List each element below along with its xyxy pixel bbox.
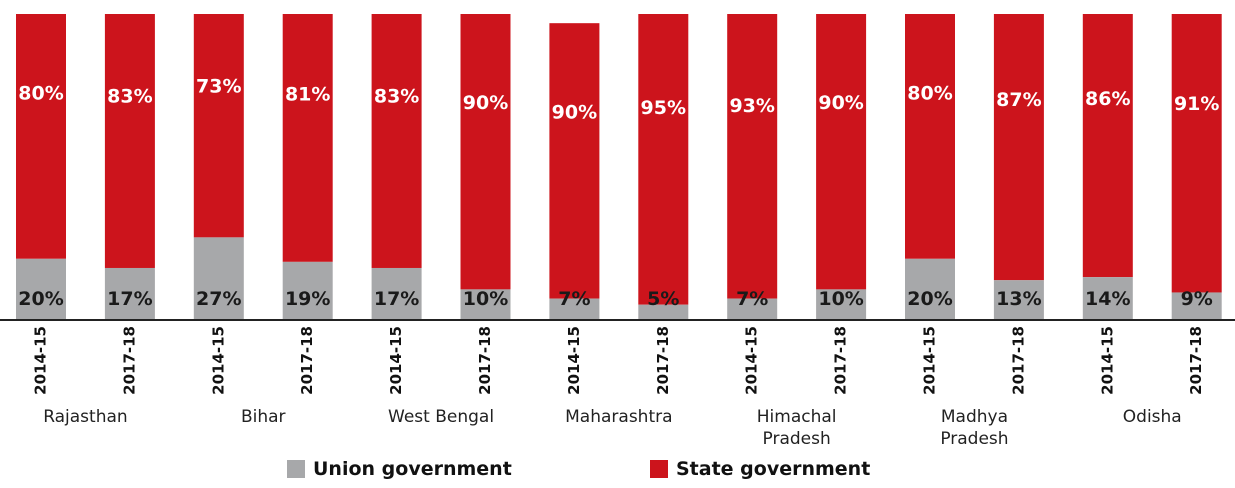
stacked-bar-chart: 80% 20% 2014-15 83% 17% 2017-18 73% 27% 2014-15 8… xyxy=(0,14,1235,449)
state-bar-segment xyxy=(905,14,955,259)
state-value-label: 83% xyxy=(107,85,152,107)
state-value-label: 80% xyxy=(907,82,952,104)
union-bar-segment xyxy=(193,237,244,320)
union-value-label: 7% xyxy=(558,288,590,310)
year-tick-label: 2014-15 xyxy=(387,326,405,395)
state-bar-segment xyxy=(16,14,66,259)
state-bar-segment xyxy=(816,14,867,290)
union-bar-segment xyxy=(1171,292,1222,320)
state-bar-segment xyxy=(193,14,244,238)
union-value-label: 5% xyxy=(647,288,679,310)
state-value-label: 90% xyxy=(463,92,508,114)
year-tick-label: 2014-15 xyxy=(565,326,583,395)
state-bar-segment xyxy=(104,14,155,268)
union-value-label: 20% xyxy=(18,288,63,310)
state-value-label: 90% xyxy=(552,101,597,123)
union-bar-segment xyxy=(727,298,778,320)
union-value-label: 13% xyxy=(996,288,1041,310)
state-value-label: 86% xyxy=(1085,88,1130,110)
chart-legend: Union government State government xyxy=(0,458,1235,486)
state-value-label: 83% xyxy=(374,85,419,107)
union-bar-segment xyxy=(371,267,422,320)
union-bar-segment xyxy=(16,258,66,320)
year-tick-label: 2014-15 xyxy=(921,326,939,395)
year-tick-label: 2014-15 xyxy=(743,326,761,395)
legend-item-union: Union government xyxy=(287,458,512,480)
union-bar-segment xyxy=(816,289,867,320)
union-value-label: 19% xyxy=(285,288,330,310)
state-value-label: 91% xyxy=(1174,93,1219,115)
legend-label-union: Union government xyxy=(313,458,512,480)
year-tick-label: 2017-18 xyxy=(298,326,316,395)
year-tick-label: 2014-15 xyxy=(1098,326,1116,395)
year-tick-label: 2017-18 xyxy=(1187,326,1205,395)
state-bar-segment xyxy=(638,14,689,305)
union-value-label: 10% xyxy=(463,288,508,310)
year-tick-label: 2017-18 xyxy=(120,326,138,395)
legend-item-state: State government xyxy=(650,458,870,480)
state-group-label: Rajasthan xyxy=(43,407,128,427)
state-bar-segment xyxy=(282,14,333,262)
state-value-label: 90% xyxy=(818,92,863,114)
state-bar-segment xyxy=(460,14,511,290)
union-bar-segment xyxy=(460,289,511,320)
union-value-label: 17% xyxy=(374,288,419,310)
union-value-label: 17% xyxy=(107,288,152,310)
state-bar-segment xyxy=(1171,14,1222,293)
union-value-label: 20% xyxy=(907,288,952,310)
year-tick-label: 2017-18 xyxy=(832,326,850,395)
union-value-label: 14% xyxy=(1085,288,1130,310)
union-value-label: 10% xyxy=(818,288,863,310)
union-bar-segment xyxy=(638,304,689,320)
state-bar-segment xyxy=(371,14,422,268)
union-value-label: 7% xyxy=(736,288,768,310)
legend-label-state: State government xyxy=(676,458,871,480)
state-group-label: Bihar xyxy=(241,407,286,427)
union-bar-segment xyxy=(282,261,333,320)
legend-swatch-state xyxy=(650,460,668,478)
state-group-label: Pradesh xyxy=(763,429,831,449)
state-bar-segment xyxy=(727,14,778,299)
state-bar-segment xyxy=(993,14,1044,281)
year-tick-label: 2014-15 xyxy=(209,326,227,395)
state-group-label: Madhya xyxy=(941,407,1008,427)
union-bar-segment xyxy=(993,280,1044,320)
state-group-label: Pradesh xyxy=(940,429,1008,449)
year-tick-label: 2014-15 xyxy=(32,326,50,395)
legend-swatch-union xyxy=(287,460,305,478)
state-value-label: 87% xyxy=(996,89,1041,111)
union-value-label: 9% xyxy=(1181,288,1213,310)
state-group-label: West Bengal xyxy=(388,407,494,427)
state-value-label: 81% xyxy=(285,83,330,105)
state-group-label: Himachal xyxy=(757,407,837,427)
state-group-label: Maharashtra xyxy=(565,407,672,427)
state-value-label: 95% xyxy=(641,97,686,119)
union-bar-segment xyxy=(104,267,155,320)
year-tick-label: 2017-18 xyxy=(476,326,494,395)
year-tick-label: 2017-18 xyxy=(1009,326,1027,395)
state-bar-segment xyxy=(1082,14,1133,278)
year-tick-label: 2017-18 xyxy=(654,326,672,395)
union-value-label: 27% xyxy=(196,288,241,310)
state-value-label: 73% xyxy=(196,75,241,97)
state-group-label: Odisha xyxy=(1123,407,1182,427)
state-value-label: 80% xyxy=(18,82,63,104)
union-bar-segment xyxy=(905,258,955,320)
union-bar-segment xyxy=(549,298,600,320)
union-bar-segment xyxy=(1082,277,1133,320)
state-value-label: 93% xyxy=(729,95,774,117)
state-bar-segment xyxy=(549,23,600,299)
